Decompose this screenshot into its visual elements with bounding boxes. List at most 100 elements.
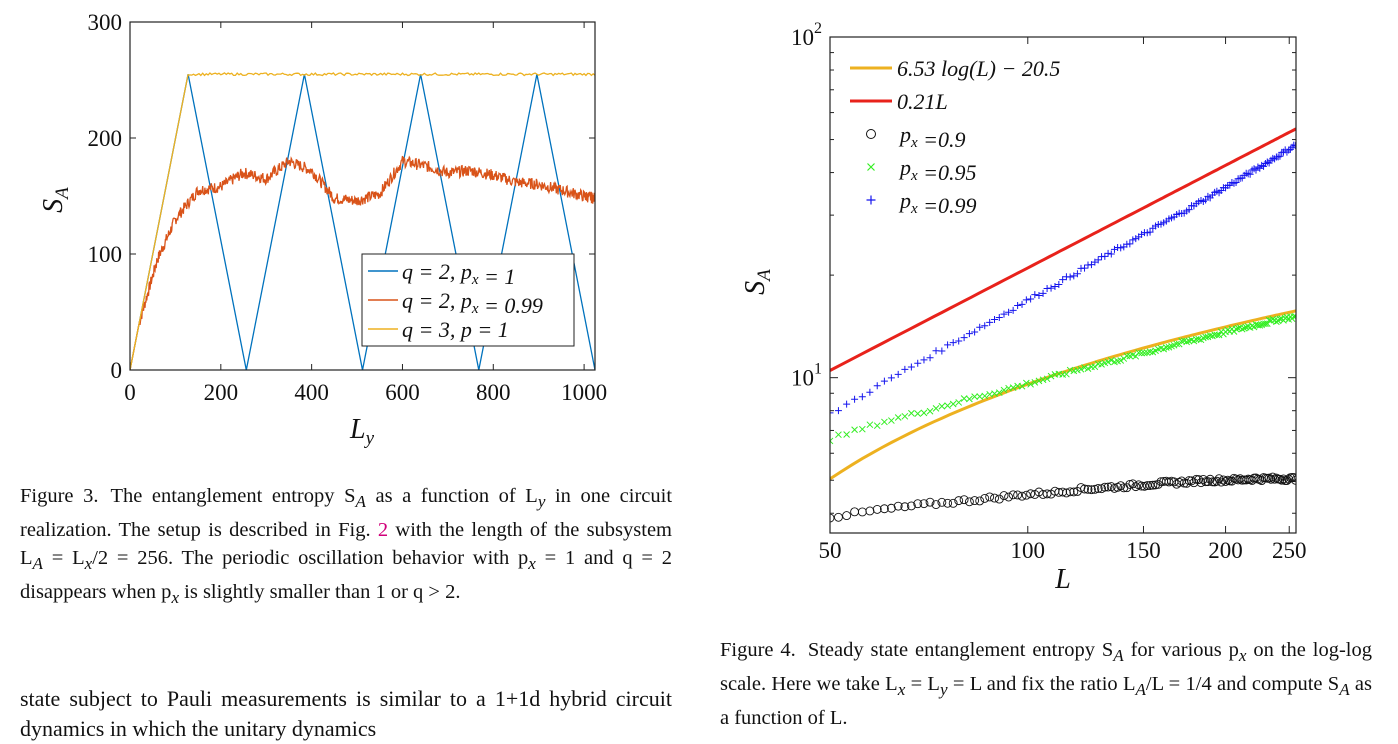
figure-4-marker-circle — [886, 503, 896, 513]
figure-4-marker-circle — [948, 498, 958, 508]
figure-4-fit-line-1 — [830, 309, 1296, 481]
figure-4-marker-x — [858, 425, 866, 433]
figure-4-marker-plus — [1107, 250, 1115, 258]
figure-3-axes-box — [129, 21, 596, 371]
figure-4-legend-label: px =0.99 — [898, 188, 977, 218]
figure-4-marker-circle — [1227, 476, 1237, 486]
figure-4-marker-circle — [1065, 487, 1075, 497]
figure-4-marker-x — [1202, 333, 1209, 341]
figure-4-marker-x — [1256, 321, 1264, 329]
figure-4-marker-plus — [1035, 291, 1043, 299]
figure-4-marker-x — [1047, 372, 1055, 380]
body-text-paragraph: state subject to Pauli measurements is s… — [20, 686, 672, 741]
figure-4-marker-x — [1009, 384, 1017, 391]
figure-4-marker-plus — [1101, 252, 1109, 260]
figure-4-marker-x — [888, 417, 895, 424]
figure-4-marker-x — [1258, 321, 1266, 329]
figure-4-marker-plus — [1039, 289, 1047, 297]
figure-4-marker-plus — [1202, 196, 1210, 204]
figure-4-marker-x — [938, 402, 946, 410]
figure-4-marker-plus — [1132, 235, 1140, 243]
figure-4-marker-x — [966, 395, 973, 403]
figure-3-xtick-label: 1000 — [561, 380, 607, 405]
figure-4-marker-circle — [1205, 474, 1215, 484]
figure-4-marker-circle — [1201, 477, 1211, 487]
figure-3-legend: q = 2, px = 1q = 2, px = 0.99q = 3, p = … — [361, 253, 575, 347]
figure-4-label: Figure 4. — [720, 639, 796, 661]
figure-3-legend-label: q = 2, px = 0.99 — [402, 288, 543, 318]
figure-4-marker-circle — [1153, 479, 1163, 489]
figure-4-marker-x — [843, 431, 850, 438]
figure-2-reference-link[interactable]: 2 — [377, 519, 389, 542]
figure-4-marker-circle — [857, 507, 867, 517]
figure-4-marker-x — [1077, 365, 1085, 373]
figure-4-marker-plus — [1250, 165, 1258, 173]
figure-4-marker-x — [1098, 361, 1105, 368]
figure-4-marker-circle — [830, 513, 835, 523]
figure-4-marker-plus — [986, 318, 994, 326]
figure-4-marker-x — [1031, 379, 1039, 386]
figure-3-xtick-label: 800 — [476, 380, 511, 405]
figure-4-marker-circle — [842, 511, 852, 521]
figure-4-marker-x — [914, 410, 922, 417]
figure-4-marker-circle — [1266, 474, 1276, 484]
figure-4-marker-circle — [893, 501, 903, 511]
figure-4-marker-circle — [1128, 479, 1138, 489]
figure-4-marker-plus — [965, 330, 973, 338]
figure-4-marker-x — [908, 409, 915, 417]
figure-4-marker-circle — [1004, 492, 1014, 502]
figure-4-fit-line-2 — [830, 127, 1296, 372]
figure-4-marker-circle — [1125, 479, 1135, 489]
figure-4-legend-label: 0.21L — [897, 89, 948, 114]
figure-4-marker-x — [894, 414, 902, 421]
figure-3-legend-label: q = 2, px = 1 — [402, 259, 515, 289]
figure-4-marker-plus — [1246, 170, 1254, 178]
figure-4-marker-plus — [926, 354, 934, 362]
figure-4-marker-circle — [913, 499, 923, 509]
figure-4-marker-x — [981, 392, 989, 400]
figure-4-marker-x — [971, 393, 978, 400]
figure-4-marker-plus — [944, 341, 952, 349]
figure-4-marker-x — [1000, 386, 1008, 394]
figure-4-marker-circle — [1017, 491, 1027, 501]
figure-4-marker-circle — [1093, 483, 1103, 493]
figure-4-marker-x — [1238, 325, 1246, 333]
figure-4-marker-circle — [1271, 473, 1281, 483]
figure-4-marker-x — [1018, 382, 1026, 390]
figure-4-marker-plus — [1070, 272, 1078, 280]
figure-4-series-markers-4 — [830, 313, 1296, 445]
figure-4-marker-plus — [1073, 270, 1081, 278]
figure-4-marker-circle — [1137, 481, 1147, 491]
figure-4-marker-plus — [1018, 300, 1026, 308]
figure-4-marker-plus — [1260, 162, 1268, 170]
figure-4-marker-x — [1035, 377, 1043, 385]
figure-3-xtick-label: 200 — [204, 380, 239, 405]
figure-4-marker-circle — [1021, 490, 1031, 500]
figure-4-marker-x — [932, 405, 940, 412]
figure-4-marker-plus — [1059, 276, 1067, 284]
figure-4-marker-plus — [1022, 296, 1030, 304]
figure-4-marker-plus — [1263, 158, 1271, 166]
figure-4-marker-plus — [1117, 244, 1125, 252]
figure-4-marker-circle — [1116, 481, 1126, 491]
figure-4-marker-x — [1232, 325, 1240, 333]
figure-4-legend-label: px =0.9 — [898, 122, 966, 152]
figure-4-xtick-label: 100 — [1011, 538, 1046, 563]
figure-4-marker-plus — [1110, 245, 1118, 253]
figure-4-marker-circle — [1277, 475, 1287, 485]
figure-4-marker-circle — [931, 500, 941, 510]
figure-4-marker-plus — [1146, 228, 1154, 236]
figure-4-marker-plus — [1009, 306, 1017, 314]
figure-3-caption: Figure 3. The entanglement entropy SA as … — [20, 485, 673, 608]
figure-4-marker-circle — [1270, 474, 1280, 484]
figure-4-marker-circle — [975, 496, 985, 506]
figure-4-marker-circle — [1289, 473, 1296, 483]
figure-4-marker-circle — [1187, 476, 1196, 486]
figure-4-marker-plus — [1254, 163, 1262, 171]
figure-4-marker-plus — [830, 409, 834, 417]
figure-4-marker-plus — [976, 323, 984, 331]
figure-4-marker-plus — [1232, 178, 1240, 186]
figure-4-legend-swatch — [867, 163, 875, 171]
figure-4-marker-circle — [1013, 490, 1023, 500]
figure-4-marker-x — [901, 412, 909, 420]
